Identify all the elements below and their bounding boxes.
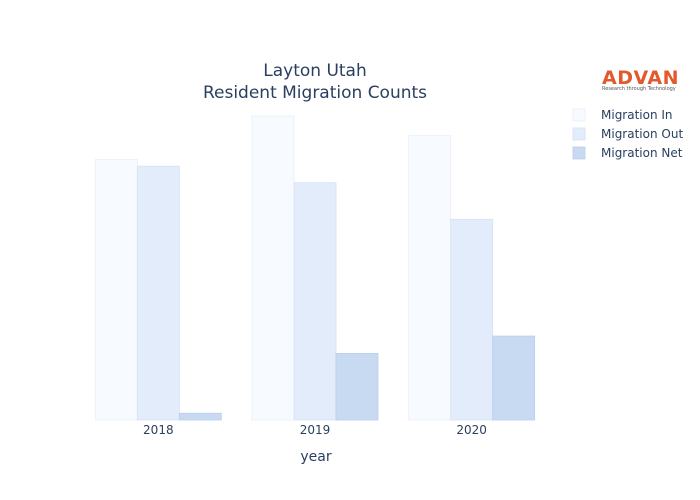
bars (94, 115, 536, 421)
chart-title-line: Layton Utah (263, 61, 367, 81)
x-tick-label: 2019 (300, 423, 331, 437)
legend-swatch (572, 108, 586, 122)
legend-label: Migration Out (601, 127, 683, 141)
legend-item-migration-in[interactable]: Migration In (572, 108, 673, 122)
bar-migration-net-2019[interactable] (335, 353, 379, 421)
legend-label: Migration Net (601, 146, 683, 160)
bar-migration-net-2020[interactable] (492, 335, 536, 421)
x-tick-label: 2018 (143, 423, 174, 437)
legend: Migration In Migration Out Migration Net (572, 108, 683, 160)
bar-migration-out-2018[interactable] (136, 165, 180, 421)
logo-text: ADVAN (602, 67, 679, 89)
bar-migration-in-2018[interactable] (94, 159, 138, 421)
legend-swatch (572, 146, 586, 160)
bar-migration-in-2019[interactable] (251, 115, 295, 421)
chart-title-line: Resident Migration Counts (203, 83, 427, 103)
x-axis-ticks: 2018 2019 2020 (143, 423, 487, 437)
legend-item-migration-out[interactable]: Migration Out (572, 127, 683, 141)
bar-migration-out-2020[interactable] (450, 218, 494, 421)
legend-swatch (572, 127, 586, 141)
bar-migration-net-2018[interactable] (178, 412, 222, 421)
bar-migration-out-2019[interactable] (293, 182, 337, 421)
logo-tagline: Research through Technology (602, 86, 676, 92)
legend-label: Migration In (601, 108, 673, 122)
legend-item-migration-net[interactable]: Migration Net (572, 146, 683, 160)
x-tick-label: 2020 (456, 423, 487, 437)
x-axis-title: year (300, 449, 331, 465)
advan-logo: ADVAN Research through Technology (602, 67, 679, 92)
bar-migration-in-2020[interactable] (408, 134, 452, 421)
